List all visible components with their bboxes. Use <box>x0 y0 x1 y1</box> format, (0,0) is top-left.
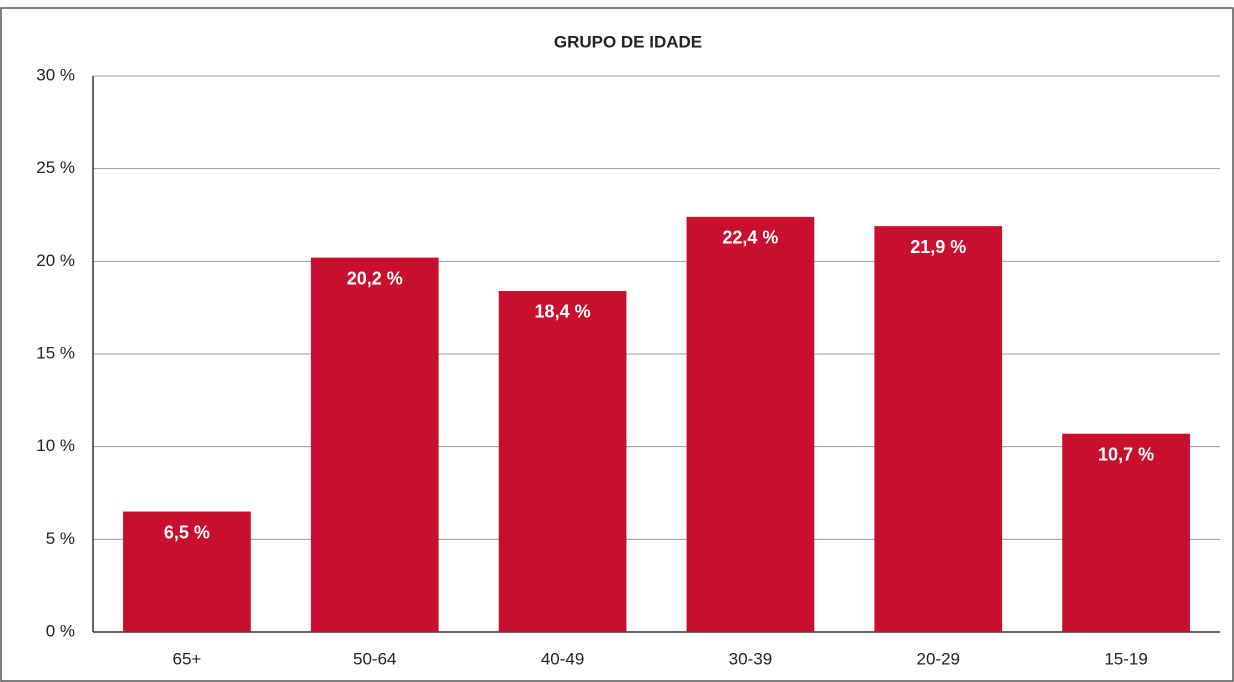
bar <box>310 257 439 632</box>
bar <box>498 290 627 632</box>
data-label: 6,5 % <box>164 522 210 542</box>
x-tick-label: 65+ <box>172 649 201 668</box>
bar <box>123 511 251 632</box>
x-tick-label: 15-19 <box>1104 649 1147 668</box>
data-label: 20,2 % <box>347 268 403 288</box>
x-tick-label: 20-29 <box>917 649 960 668</box>
bar <box>874 226 1003 632</box>
data-label: 21,9 % <box>910 237 966 257</box>
y-tick-label: 15 % <box>36 343 75 362</box>
y-tick-label: 30 % <box>36 65 75 84</box>
y-tick-label: 5 % <box>46 529 75 548</box>
y-tick-label: 20 % <box>36 251 75 270</box>
x-tick-label: 40-49 <box>541 649 584 668</box>
chart-frame <box>0 7 1234 682</box>
data-label: 18,4 % <box>535 302 591 322</box>
x-tick-label: 30-39 <box>729 649 772 668</box>
data-label: 22,4 % <box>722 228 778 248</box>
x-tick-label: 50-64 <box>353 649 396 668</box>
data-label: 10,7 % <box>1098 444 1154 464</box>
bar <box>1062 433 1190 632</box>
chart-title: GRUPO DE IDADE <box>554 32 702 51</box>
y-tick-label: 10 % <box>36 436 75 455</box>
y-tick-label: 25 % <box>36 158 75 177</box>
bar <box>686 216 815 632</box>
y-tick-label: 0 % <box>46 621 75 640</box>
